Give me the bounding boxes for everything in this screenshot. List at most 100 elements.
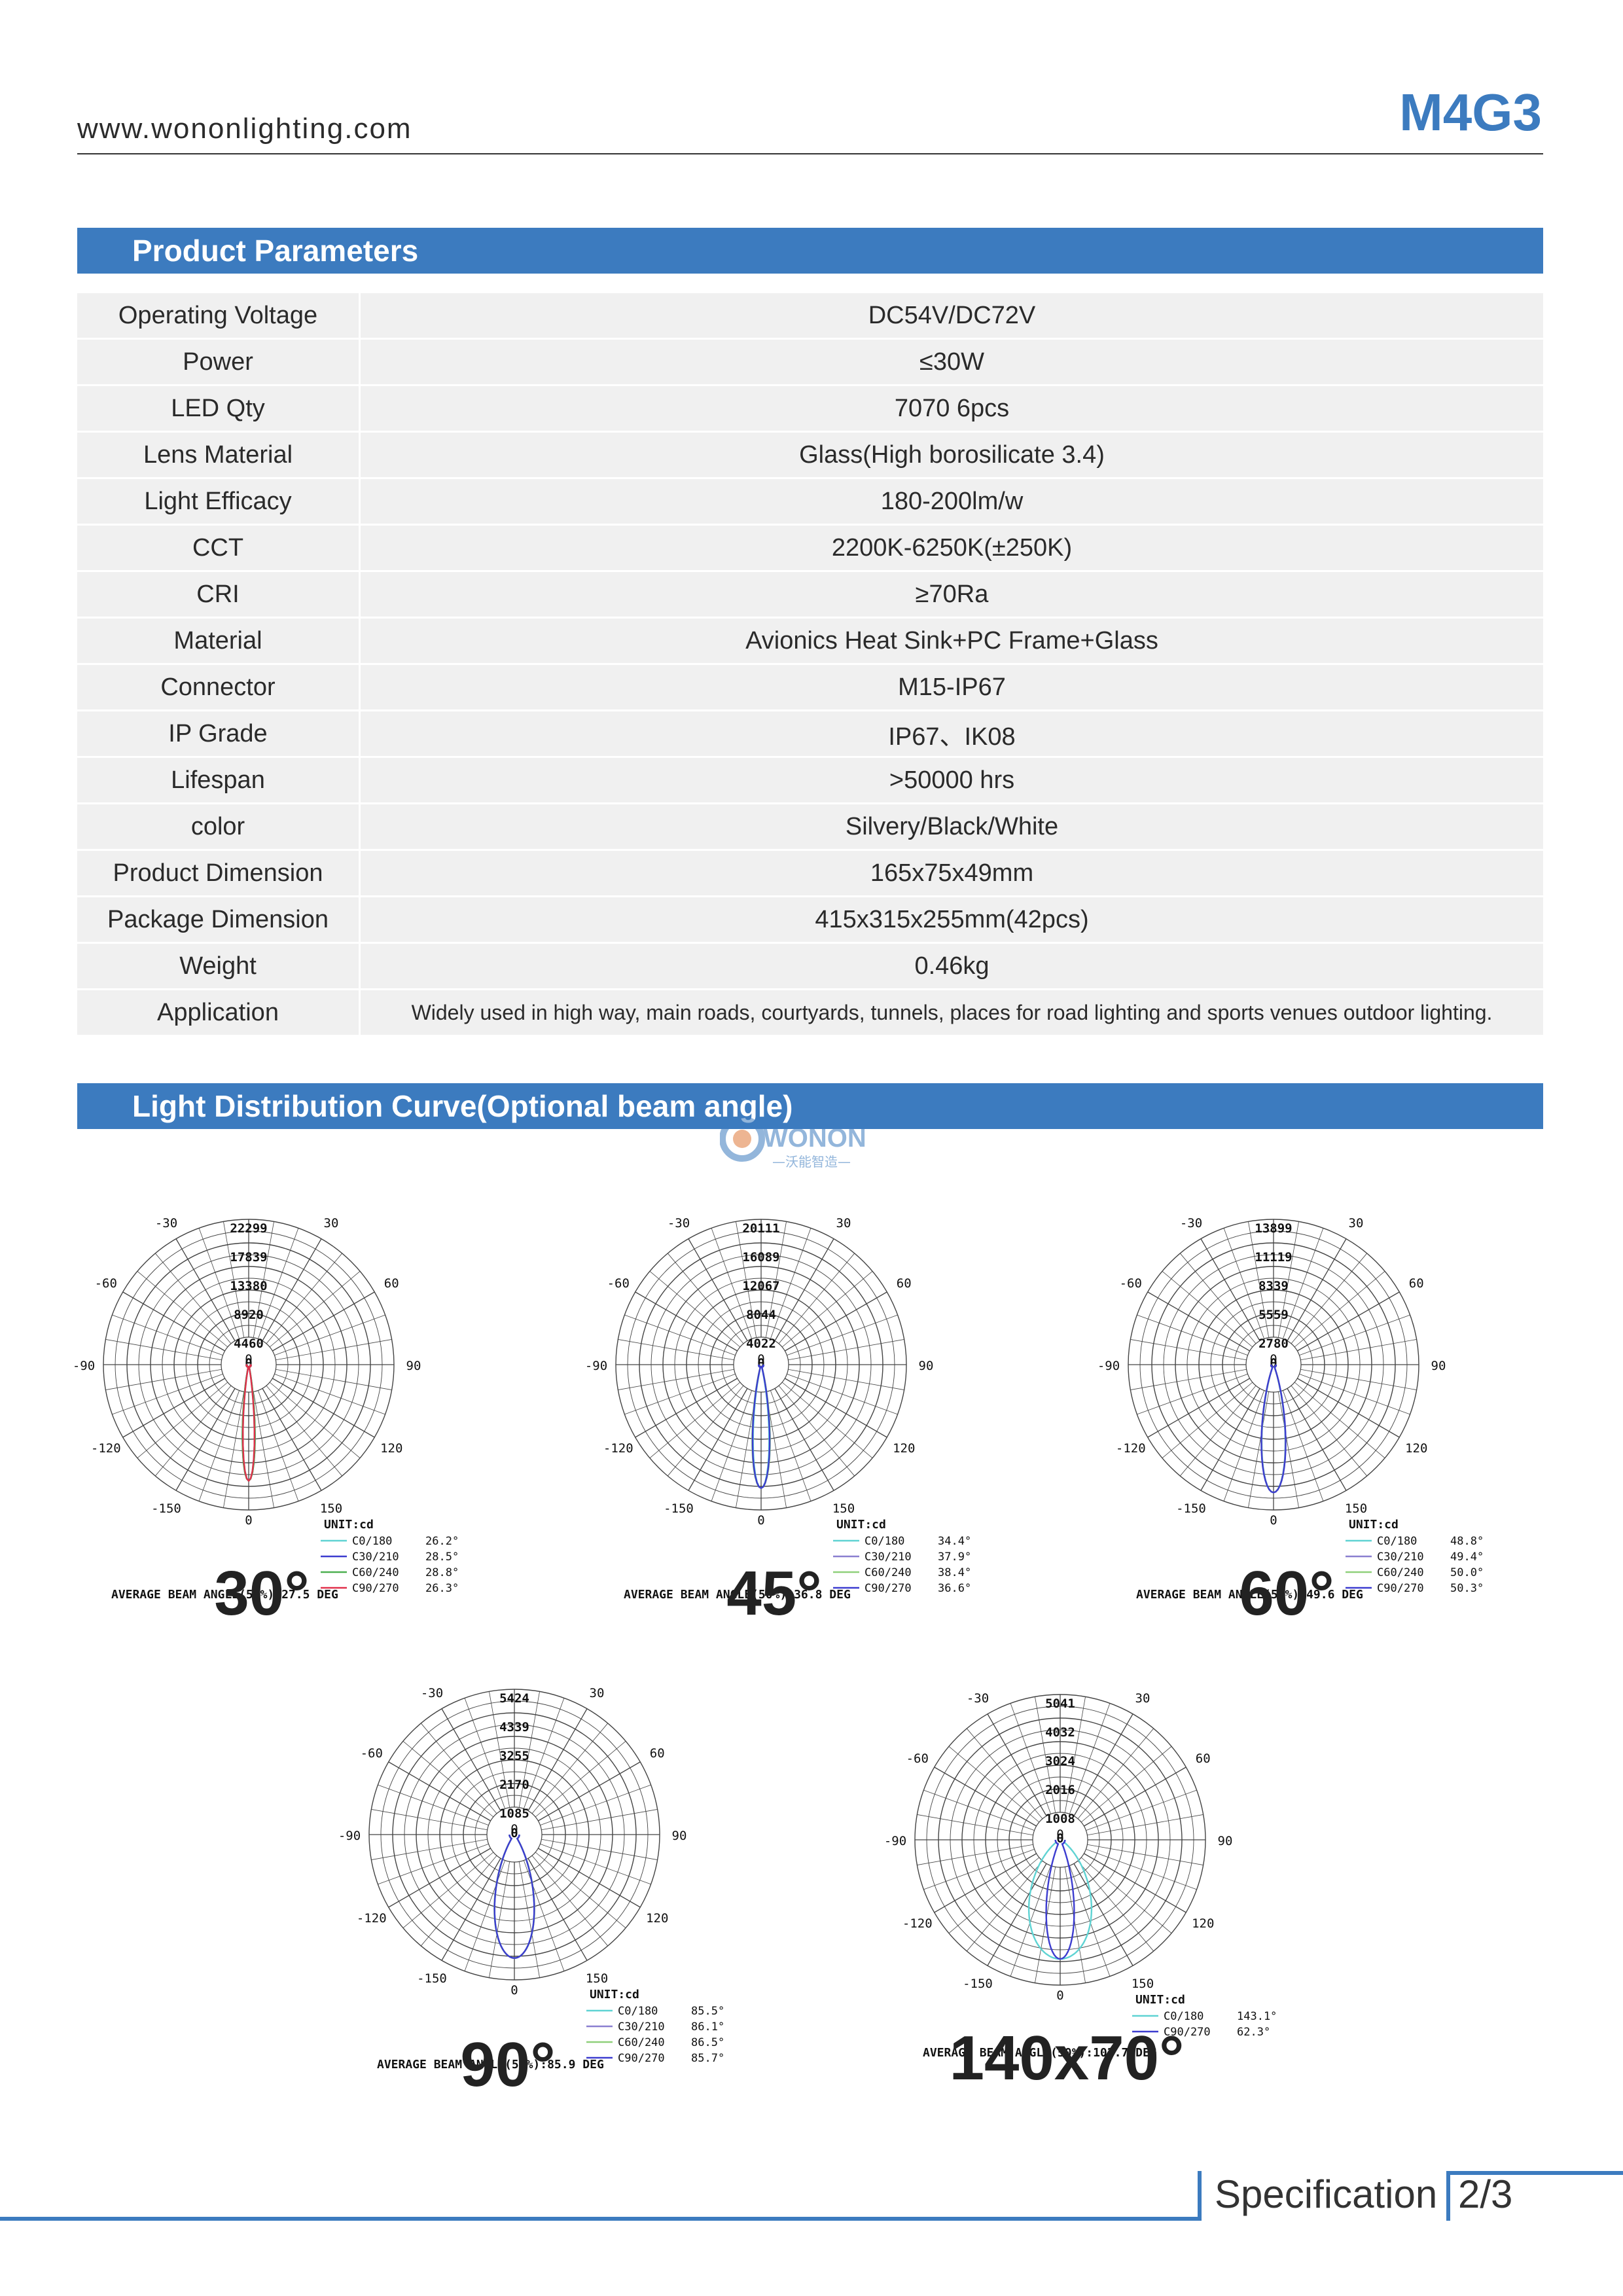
table-row: Package Dimension 415x315x255mm(42pcs) <box>77 897 1543 944</box>
angle-label: 120 <box>893 1441 915 1456</box>
radial-tick-label: 0 <box>510 1826 518 1840</box>
angle-label: 30 <box>1135 1691 1150 1706</box>
radial-tick-label: 4022 <box>746 1336 776 1351</box>
grid-spoke <box>1297 1378 1400 1438</box>
grid-spoke <box>257 1228 299 1339</box>
angle-label: -150 <box>1176 1501 1206 1516</box>
param-value: 2200K-6250K(±250K) <box>361 526 1543 572</box>
param-label: Lens Material <box>77 433 361 479</box>
table-row: CRI ≥70Ra <box>77 572 1543 619</box>
table-row: Power ≤30W <box>77 340 1543 386</box>
beam-chart-140x70: -150 150 -120 120 -90 90 -60 60 -30 30 0 0 5041 4032 3… <box>838 1673 1296 2092</box>
grid-spoke <box>948 1857 1040 1934</box>
param-value: 7070 6pcs <box>361 386 1543 433</box>
polar-chart-60: -150 150-120 120-90 90-60 60-30 3000138991111… <box>1097 1216 1484 1602</box>
angle-label: -150 <box>151 1501 181 1516</box>
grid-spoke <box>531 1723 609 1814</box>
header-divider <box>77 153 1543 154</box>
grid-spoke <box>917 1844 1033 1865</box>
angle-label: -120 <box>603 1441 633 1456</box>
angle-label: -60 <box>361 1746 383 1761</box>
grid-spoke <box>402 1740 494 1818</box>
radial-tick-label: 2780 <box>1258 1336 1289 1351</box>
grid-spoke <box>966 1728 1043 1820</box>
grid-spoke <box>223 1391 245 1508</box>
grid-spoke <box>1162 1382 1253 1459</box>
legend-angle: 143.1° <box>1237 2010 1277 2023</box>
param-label: Product Dimension <box>77 851 361 897</box>
grid-spoke <box>441 1708 501 1811</box>
grid-spoke <box>276 1339 392 1361</box>
grid-spoke <box>1200 1388 1260 1491</box>
angle-label: 60 <box>897 1276 912 1291</box>
grid-spoke <box>464 1698 506 1809</box>
legend-name: C30/210 <box>352 1551 399 1564</box>
param-value: Glass(High borosilicate 3.4) <box>361 433 1543 479</box>
radial-tick-label: 5559 <box>1258 1308 1289 1322</box>
radial-tick-label: 0 <box>1056 1831 1063 1846</box>
grid-spoke <box>1294 1270 1385 1348</box>
angle-label: 150 <box>1345 1501 1367 1516</box>
param-value: 180-200lm/w <box>361 479 1543 526</box>
legend-angle: 49.4° <box>1450 1551 1484 1564</box>
angle-label: 0 <box>1056 1827 1063 1842</box>
grid-spoke <box>1282 1228 1324 1339</box>
curve-C90-270 <box>1260 1364 1287 1494</box>
grid-spoke <box>774 1238 834 1341</box>
param-label: IP Grade <box>77 711 361 758</box>
legend-name: C90/270 <box>352 1582 399 1595</box>
grid-spoke <box>464 1860 506 1971</box>
angle-label: 30 <box>1349 1216 1364 1230</box>
grid-spoke <box>137 1382 228 1459</box>
grid-spoke <box>523 1698 565 1809</box>
grid-spoke <box>137 1270 228 1348</box>
grid-spoke <box>1248 1221 1270 1338</box>
beam-label-45: 45° <box>726 1558 822 1628</box>
grid-spoke <box>688 1238 748 1341</box>
grid-spoke <box>266 1385 343 1477</box>
table-row: Weight 0.46kg <box>77 944 1543 990</box>
footer-divider <box>0 2217 1198 2221</box>
legend-name: C0/180 <box>352 1535 392 1548</box>
grid-spoke <box>770 1228 812 1339</box>
param-value: IP67、IK08 <box>361 711 1543 758</box>
grid-spoke <box>934 1767 1037 1827</box>
radial-tick-label: 13380 <box>230 1279 267 1293</box>
radial-tick-label: 22299 <box>230 1221 267 1236</box>
grid-spoke <box>1080 1857 1172 1934</box>
radial-tick-label: 3024 <box>1045 1754 1075 1768</box>
grid-spoke <box>272 1291 375 1352</box>
grid-spoke <box>1287 1238 1347 1341</box>
legend-angle: 34.4° <box>938 1535 971 1548</box>
grid-spoke <box>541 1809 658 1831</box>
average-beam-label: AVERAGE BEAM ANGLE(50%):85.9 DEG <box>377 2058 604 2072</box>
radial-tick-label: 13899 <box>1255 1221 1292 1236</box>
legend-name: C30/210 <box>618 2020 665 2034</box>
param-label: Power <box>77 340 361 386</box>
grid-spoke <box>402 1852 494 1929</box>
product-parameters-heading: Product Parameters <box>77 228 1543 274</box>
beam-chart-90: -150 150 -120 120 -90 90 -60 60 -30 30 0 0 5424 4339 3… <box>292 1668 750 2087</box>
table-row: color Silvery/Black/White <box>77 804 1543 851</box>
grid-spoke <box>388 1761 491 1821</box>
grid-spoke <box>371 1809 488 1831</box>
radial-tick-label: 0 <box>1270 1356 1277 1371</box>
grid-spoke <box>778 1253 855 1344</box>
table-row: IP Grade IP67、IK08 <box>77 711 1543 758</box>
grid-spoke <box>154 1385 232 1477</box>
angle-label: 30 <box>590 1686 605 1700</box>
param-value: 0.46kg <box>361 944 1543 990</box>
grid-spoke <box>531 1855 609 1946</box>
grid-spoke <box>1073 1713 1133 1816</box>
grid-spoke <box>765 1221 787 1338</box>
angle-label: 30 <box>836 1216 851 1230</box>
grid-spoke <box>1291 1385 1368 1477</box>
grid-spoke <box>1287 1388 1347 1491</box>
grid-spoke <box>388 1848 491 1908</box>
param-label: Lifespan <box>77 758 361 804</box>
grid-spoke <box>1137 1314 1248 1356</box>
grid-spoke <box>1223 1228 1265 1339</box>
grid-spoke <box>253 1391 274 1508</box>
grid-spoke <box>541 1839 658 1860</box>
grid-spoke <box>272 1378 375 1438</box>
